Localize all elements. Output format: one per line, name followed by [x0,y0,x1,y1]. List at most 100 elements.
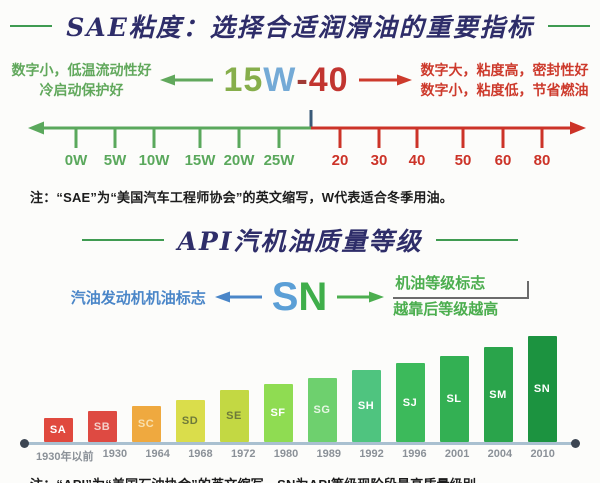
bar-sg: SG [307,378,337,442]
winter-axis-arrowhead [28,121,44,135]
sae-right-note-line2: 数字小，粘度低，节省燃油 [420,82,589,98]
bar-label: SF [270,407,286,419]
bar-sl: SL [439,356,469,442]
sae-annotation-row: 数字小，低温流动性好 冷启动保护好 15 W -40 数字大，粘度高，密封性好 数字… [0,52,600,108]
winter-tick-label: 0W [65,152,88,169]
bar-column-sl: SL [432,356,476,442]
header-rule-left [10,25,53,27]
bar-sn: SN [527,336,557,442]
sae-title: SAE粘度：选择合适润滑油的重要指标 [66,13,534,42]
sae-viscosity-axis: 0W 5W 10W 15W 20W 25W 20 30 40 50 60 80 [0,110,600,175]
winter-grade-w: W [263,60,297,99]
api-grade-bar-chart: SA SB SC SD SE SF SG SH SJ SL SM SN 1930年以前 1930 1964… [20,330,580,464]
bar-label: SJ [402,396,418,409]
sae-left-note: 数字小，低温流动性好 冷启动保护好 [11,60,151,101]
header-rule-right [436,239,518,241]
year-label: 1980 [273,448,299,460]
blue-left-arrow-icon [214,291,262,303]
year-label: 1930年以前 [36,451,94,463]
bar-label: SE [226,410,242,422]
bar-sc: SC [131,406,161,442]
api-section-header: API汽机油质量等级 [0,222,600,258]
api-right-label: 机油等级标志 越靠后等级越高 [393,273,530,322]
header-rule-right [547,25,591,27]
sae-axis-svg: 0W 5W 10W 15W 20W 25W 20 30 40 50 60 80 [28,110,586,169]
bar-sh: SH [351,370,381,442]
bar-column-sh: SH [344,370,388,442]
chart-x-axis [20,439,580,448]
bar-label: SD [181,415,199,427]
bar-label: SA [49,424,67,436]
bar-column-sb: SB [80,411,124,442]
year-label: 1964 [145,448,170,460]
summer-tick-label: 40 [409,152,426,169]
bar-sm: SM [483,347,513,442]
bar-sj: SJ [395,363,425,442]
winter-tick-label: 5W [104,152,127,169]
summer-tick-label: 60 [495,152,512,169]
grade-dash: - [296,60,309,99]
year-label: 1992 [359,448,384,460]
bar-sd: SD [175,400,205,442]
year-label: 1968 [188,448,213,460]
sae-right-note-line1: 数字大，粘度高，密封性好 [420,61,589,78]
bar-column-sg: SG [300,378,344,442]
winter-tick-label: 25W [264,152,296,169]
header-rule-left [82,239,164,241]
green-right-arrow-icon [337,291,385,303]
year-label: 1930 [102,448,128,460]
bar-column-se: SE [212,390,256,442]
sae-right-note: 数字大，粘度高，密封性好 数字小，粘度低，节省燃油 [421,60,589,101]
bar-plot-area: SA SB SC SD SE SF SG SH SJ SL SM SN [24,330,576,442]
bar-column-sm: SM [476,347,520,442]
grade-letter-n: N [298,274,328,319]
bar-column-sa: SA [36,418,80,442]
sae-footnote: 注：“SAE”为“美国汽车工程师协会”的英文缩写，W代表适合冬季用油。 [30,190,454,205]
bar-column-sc: SC [124,406,168,442]
red-right-arrow-icon [358,74,412,86]
year-label: 2004 [487,448,513,460]
sae-left-note-line1: 数字小，低温流动性好 [11,61,152,78]
summer-axis-arrowhead [570,121,586,135]
bar-label: SC [137,418,155,430]
bar-label: SH [357,400,375,412]
sae-grade-15w40: 15 W -40 [223,61,348,100]
winter-tick-label: 20W [224,152,256,169]
sae-left-note-line2: 冷启动保护好 [39,82,124,98]
year-label: 2001 [444,448,470,460]
winter-grade-number: 15 [223,60,264,99]
summer-grade-number: 40 [308,60,349,99]
green-left-arrow-icon [160,74,214,86]
sae-section-header: SAE粘度：选择合适润滑油的重要指标 [0,6,600,44]
api-right-label-line2: 越靠后等级越高 [393,301,499,318]
winter-tick-label: 15W [185,152,217,169]
api-right-label-line1: 机油等级标志 [393,273,530,299]
bar-label: SM [489,388,507,401]
summer-tick-label: 30 [371,152,388,169]
bar-sf: SF [263,384,293,442]
api-title: API汽机油质量等级 [177,227,423,256]
year-label: 1996 [402,448,427,460]
api-left-label: 汽油发动机机油标志 [70,289,206,307]
grade-letter-s: S [271,274,299,319]
chart-year-labels: 1930年以前 1930 1964 1968 1972 1980 1989 1992 1996 2… [24,448,576,464]
summer-tick-label: 50 [455,152,472,169]
bar-label: SG [313,404,331,416]
bar-label: SN [533,383,551,395]
bar-sb: SB [87,411,117,442]
bar-se: SE [219,390,249,442]
summer-tick-label: 80 [534,152,551,169]
bar-sa: SA [43,418,73,442]
bar-label: SB [93,420,111,433]
bar-label: SL [446,393,462,405]
winter-tick-label: 10W [139,152,171,169]
year-label: 1989 [316,448,342,460]
api-footnote: 注：“API”为“美国石油协会”的英文缩写，SN为API等级现阶段最高质量级别。 [0,474,600,483]
bar-column-sj: SJ [388,363,432,442]
bar-column-sf: SF [256,384,300,442]
year-label: 2010 [530,448,555,460]
summer-tick-label: 20 [332,152,349,169]
